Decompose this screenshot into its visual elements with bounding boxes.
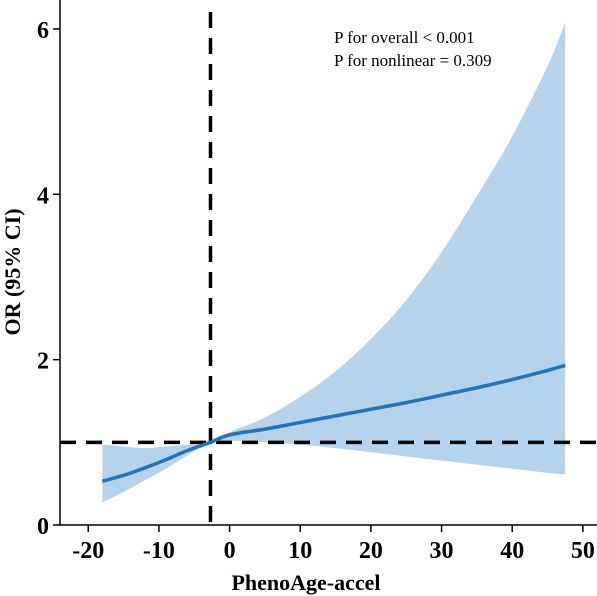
x-tick-label: 40 [500, 538, 524, 564]
y-axis-title: OR (95% CI) [0, 208, 25, 335]
annotation-p-overall: P for overall < 0.001 [334, 28, 475, 47]
x-tick-label: 0 [224, 538, 236, 564]
y-tick-label: 2 [37, 349, 49, 375]
confidence-band [102, 22, 566, 503]
y-tick-label: 4 [37, 183, 49, 209]
x-tick-label: 30 [430, 538, 454, 564]
x-axis-title: PhenoAge-accel [231, 570, 380, 595]
x-tick-label: 20 [359, 538, 383, 564]
x-ticks: -20 -10 0 10 20 30 40 50 [72, 525, 595, 564]
y-tick-label: 0 [37, 514, 49, 540]
y-ticks: 0 2 4 6 [37, 18, 60, 540]
annotation-p-nonlinear: P for nonlinear = 0.309 [334, 51, 492, 70]
x-tick-label: -20 [72, 538, 104, 564]
x-tick-label: 50 [571, 538, 595, 564]
x-tick-label: -10 [143, 538, 175, 564]
odds-ratio-line [101, 363, 566, 483]
x-tick-label: 10 [288, 538, 312, 564]
y-tick-label: 6 [37, 18, 49, 44]
